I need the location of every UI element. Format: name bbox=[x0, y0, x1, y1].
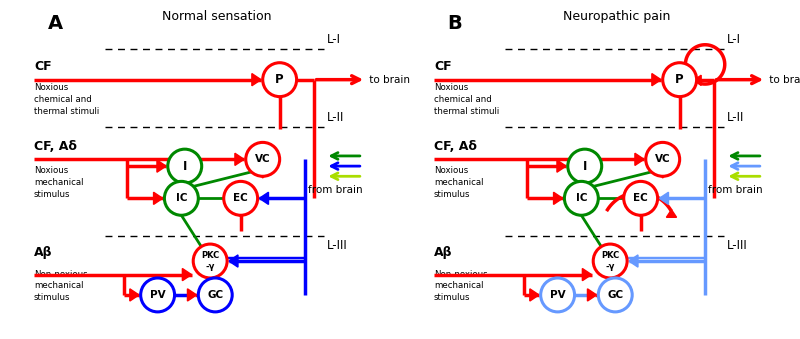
Polygon shape bbox=[580, 173, 590, 180]
Circle shape bbox=[624, 181, 658, 215]
Text: Noxious
mechanical
stimulus: Noxious mechanical stimulus bbox=[34, 166, 83, 199]
Circle shape bbox=[262, 63, 297, 97]
Text: IC: IC bbox=[176, 193, 187, 203]
Text: from brain: from brain bbox=[708, 185, 762, 195]
Text: L-III: L-III bbox=[327, 239, 348, 252]
Text: CF, Aδ: CF, Aδ bbox=[434, 140, 477, 153]
Text: L-I: L-I bbox=[327, 33, 341, 46]
Text: Aβ: Aβ bbox=[34, 246, 52, 259]
Polygon shape bbox=[582, 268, 591, 281]
Text: L-II: L-II bbox=[727, 111, 745, 124]
Polygon shape bbox=[577, 184, 586, 191]
Polygon shape bbox=[635, 153, 644, 165]
Circle shape bbox=[662, 63, 697, 97]
Polygon shape bbox=[257, 169, 269, 178]
Polygon shape bbox=[629, 255, 638, 267]
Text: B: B bbox=[447, 14, 462, 33]
Polygon shape bbox=[177, 184, 186, 191]
Text: A: A bbox=[47, 14, 62, 33]
Text: GC: GC bbox=[207, 290, 223, 300]
Polygon shape bbox=[657, 169, 669, 178]
Text: L-I: L-I bbox=[727, 33, 741, 46]
Polygon shape bbox=[157, 160, 166, 172]
Polygon shape bbox=[554, 192, 562, 204]
Text: VC: VC bbox=[255, 154, 270, 164]
Polygon shape bbox=[694, 75, 701, 85]
Circle shape bbox=[141, 278, 174, 312]
Text: PV: PV bbox=[550, 290, 566, 300]
Text: from brain: from brain bbox=[308, 185, 362, 195]
Polygon shape bbox=[182, 268, 191, 281]
Text: CF, Aδ: CF, Aδ bbox=[34, 140, 77, 153]
Text: IC: IC bbox=[576, 193, 587, 203]
Text: L-II: L-II bbox=[327, 111, 345, 124]
Circle shape bbox=[194, 244, 227, 278]
Polygon shape bbox=[659, 192, 669, 204]
Circle shape bbox=[246, 142, 280, 176]
Polygon shape bbox=[274, 89, 286, 98]
Polygon shape bbox=[187, 289, 197, 301]
Polygon shape bbox=[130, 289, 139, 301]
Text: Aβ: Aβ bbox=[434, 246, 452, 259]
Text: VC: VC bbox=[655, 154, 670, 164]
Text: to brain: to brain bbox=[366, 75, 410, 85]
Text: to brain: to brain bbox=[766, 75, 800, 85]
Text: PKC
-γ: PKC -γ bbox=[201, 251, 219, 271]
Text: PV: PV bbox=[150, 290, 166, 300]
Circle shape bbox=[594, 244, 627, 278]
Circle shape bbox=[565, 181, 598, 215]
Circle shape bbox=[541, 278, 574, 312]
Text: Noxious
chemical and
thermal stimuli: Noxious chemical and thermal stimuli bbox=[434, 83, 499, 116]
Text: GC: GC bbox=[607, 290, 623, 300]
Text: PKC
-γ: PKC -γ bbox=[601, 251, 619, 271]
Polygon shape bbox=[234, 208, 246, 217]
Circle shape bbox=[198, 278, 232, 312]
Text: CF: CF bbox=[34, 60, 51, 73]
Text: Normal sensation: Normal sensation bbox=[162, 10, 272, 23]
Text: EC: EC bbox=[234, 193, 248, 203]
Polygon shape bbox=[229, 255, 238, 267]
Polygon shape bbox=[259, 192, 269, 204]
Circle shape bbox=[598, 278, 632, 312]
Polygon shape bbox=[557, 160, 566, 172]
Text: Noxious
chemical and
thermal stimuli: Noxious chemical and thermal stimuli bbox=[34, 83, 99, 116]
Text: Neuropathic pain: Neuropathic pain bbox=[563, 10, 670, 23]
Text: CF: CF bbox=[434, 60, 451, 73]
Polygon shape bbox=[252, 74, 261, 86]
Circle shape bbox=[165, 181, 198, 215]
Text: P: P bbox=[275, 73, 284, 86]
Text: I: I bbox=[182, 160, 187, 173]
Polygon shape bbox=[674, 89, 686, 98]
Polygon shape bbox=[180, 173, 190, 180]
Text: L-III: L-III bbox=[727, 239, 748, 252]
Polygon shape bbox=[530, 289, 539, 301]
Polygon shape bbox=[666, 210, 677, 217]
Text: EC: EC bbox=[634, 193, 648, 203]
Circle shape bbox=[568, 149, 602, 183]
Circle shape bbox=[168, 149, 202, 183]
Polygon shape bbox=[154, 192, 162, 204]
Circle shape bbox=[224, 181, 258, 215]
Text: Noxious
mechanical
stimulus: Noxious mechanical stimulus bbox=[434, 166, 483, 199]
Text: Non-noxious
mechanical
stimulus: Non-noxious mechanical stimulus bbox=[434, 270, 487, 302]
Polygon shape bbox=[652, 74, 661, 86]
Polygon shape bbox=[634, 208, 646, 217]
Polygon shape bbox=[587, 289, 597, 301]
Text: P: P bbox=[675, 73, 684, 86]
Polygon shape bbox=[235, 153, 244, 165]
Circle shape bbox=[646, 142, 680, 176]
Text: Non-noxious
mechanical
stimulus: Non-noxious mechanical stimulus bbox=[34, 270, 87, 302]
Text: I: I bbox=[582, 160, 587, 173]
